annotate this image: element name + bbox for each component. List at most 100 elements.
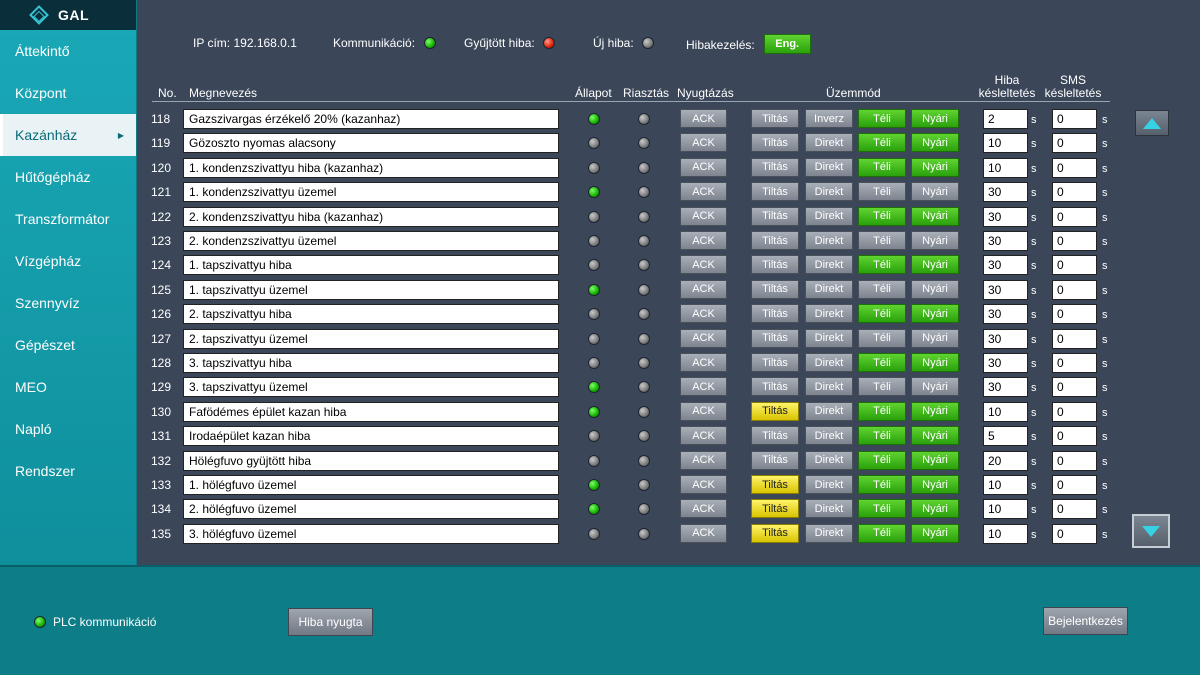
error-delay-field[interactable]: 10 — [983, 157, 1028, 178]
winter-button[interactable]: Téli — [858, 231, 906, 250]
winter-button[interactable]: Téli — [858, 182, 906, 202]
sidebar-item-kazánház[interactable]: Kazánház ▶ — [0, 114, 136, 156]
mode-button[interactable]: Direkt — [805, 304, 853, 324]
sms-delay-field[interactable]: 0 — [1052, 231, 1097, 251]
sms-delay-field[interactable]: 0 — [1052, 401, 1097, 422]
sms-delay-field[interactable]: 0 — [1052, 523, 1097, 544]
error-delay-field[interactable]: 10 — [983, 499, 1028, 520]
error-delay-field[interactable]: 20 — [983, 450, 1028, 471]
summer-button[interactable]: Nyári — [911, 304, 959, 324]
block-button[interactable]: Tiltás — [751, 377, 799, 397]
error-reset-button[interactable]: Hiba nyugta — [288, 608, 373, 636]
error-delay-field[interactable]: 5 — [983, 426, 1028, 447]
mode-button[interactable]: Direkt — [805, 353, 853, 372]
sidebar-item-rendszer[interactable]: Rendszer — [0, 450, 136, 492]
sms-delay-field[interactable]: 0 — [1052, 133, 1097, 154]
summer-button[interactable]: Nyári — [911, 231, 959, 250]
error-delay-field[interactable]: 30 — [983, 377, 1028, 398]
error-delay-field[interactable]: 10 — [983, 523, 1028, 544]
summer-button[interactable]: Nyári — [911, 401, 959, 421]
error-delay-field[interactable]: 30 — [983, 255, 1028, 276]
ack-button[interactable]: ACK — [680, 377, 727, 397]
summer-button[interactable]: Nyári — [911, 133, 959, 153]
mode-button[interactable]: Direkt — [805, 523, 853, 543]
error-delay-field[interactable]: 2 — [983, 109, 1028, 129]
block-button[interactable]: Tiltás — [751, 499, 799, 519]
summer-button[interactable]: Nyári — [911, 377, 959, 397]
sidebar-item-gépészet[interactable]: Gépészet — [0, 324, 136, 366]
error-delay-field[interactable]: 10 — [983, 133, 1028, 154]
block-button[interactable]: Tiltás — [751, 255, 799, 275]
ack-button[interactable]: ACK — [680, 475, 727, 494]
summer-button[interactable]: Nyári — [911, 499, 959, 519]
sms-delay-field[interactable]: 0 — [1052, 353, 1097, 373]
winter-button[interactable]: Téli — [858, 523, 906, 543]
ack-button[interactable]: ACK — [680, 133, 727, 153]
sidebar-item-meo[interactable]: MEO — [0, 366, 136, 408]
summer-button[interactable]: Nyári — [911, 450, 959, 470]
ack-button[interactable]: ACK — [680, 499, 727, 519]
winter-button[interactable]: Téli — [858, 206, 906, 226]
winter-button[interactable]: Téli — [858, 328, 906, 348]
scroll-down-button[interactable] — [1132, 514, 1170, 548]
ack-button[interactable]: ACK — [680, 109, 727, 128]
summer-button[interactable]: Nyári — [911, 426, 959, 446]
block-button[interactable]: Tiltás — [751, 475, 799, 494]
error-delay-field[interactable]: 30 — [983, 231, 1028, 251]
summer-button[interactable]: Nyári — [911, 157, 959, 177]
sidebar-item-szennyvíz[interactable]: Szennyvíz — [0, 282, 136, 324]
mode-button[interactable]: Direkt — [805, 206, 853, 226]
ack-button[interactable]: ACK — [680, 401, 727, 421]
mode-button[interactable]: Inverz — [805, 109, 853, 128]
sms-delay-field[interactable]: 0 — [1052, 182, 1097, 203]
sms-delay-field[interactable]: 0 — [1052, 304, 1097, 325]
block-button[interactable]: Tiltás — [751, 328, 799, 348]
sidebar-item-transzformátor[interactable]: Transzformátor — [0, 198, 136, 240]
winter-button[interactable]: Téli — [858, 426, 906, 446]
sms-delay-field[interactable]: 0 — [1052, 377, 1097, 398]
error-delay-field[interactable]: 30 — [983, 182, 1028, 203]
winter-button[interactable]: Téli — [858, 401, 906, 421]
block-button[interactable]: Tiltás — [751, 206, 799, 226]
summer-button[interactable]: Nyári — [911, 353, 959, 372]
ack-button[interactable]: ACK — [680, 353, 727, 372]
winter-button[interactable]: Téli — [858, 499, 906, 519]
sidebar-item-központ[interactable]: Központ — [0, 72, 136, 114]
mode-button[interactable]: Direkt — [805, 401, 853, 421]
error-delay-field[interactable]: 10 — [983, 401, 1028, 422]
ack-button[interactable]: ACK — [680, 231, 727, 250]
ack-button[interactable]: ACK — [680, 450, 727, 470]
sidebar-item-áttekintő[interactable]: Áttekintő — [0, 30, 136, 72]
block-button[interactable]: Tiltás — [751, 133, 799, 153]
block-button[interactable]: Tiltás — [751, 450, 799, 470]
winter-button[interactable]: Téli — [858, 353, 906, 372]
winter-button[interactable]: Téli — [858, 304, 906, 324]
mode-button[interactable]: Direkt — [805, 426, 853, 446]
summer-button[interactable]: Nyári — [911, 255, 959, 275]
mode-button[interactable]: Direkt — [805, 133, 853, 153]
winter-button[interactable]: Téli — [858, 377, 906, 397]
winter-button[interactable]: Téli — [858, 279, 906, 299]
sms-delay-field[interactable]: 0 — [1052, 328, 1097, 349]
block-button[interactable]: Tiltás — [751, 109, 799, 128]
mode-button[interactable]: Direkt — [805, 328, 853, 348]
ack-button[interactable]: ACK — [680, 255, 727, 275]
ack-button[interactable]: ACK — [680, 426, 727, 446]
block-button[interactable]: Tiltás — [751, 157, 799, 177]
mode-button[interactable]: Direkt — [805, 231, 853, 250]
winter-button[interactable]: Téli — [858, 109, 906, 128]
block-button[interactable]: Tiltás — [751, 279, 799, 299]
mode-button[interactable]: Direkt — [805, 279, 853, 299]
mode-button[interactable]: Direkt — [805, 450, 853, 470]
block-button[interactable]: Tiltás — [751, 401, 799, 421]
block-button[interactable]: Tiltás — [751, 182, 799, 202]
error-delay-field[interactable]: 30 — [983, 279, 1028, 300]
error-delay-field[interactable]: 30 — [983, 206, 1028, 227]
summer-button[interactable]: Nyári — [911, 279, 959, 299]
sidebar-item-vízgépház[interactable]: Vízgépház — [0, 240, 136, 282]
error-delay-field[interactable]: 30 — [983, 304, 1028, 325]
error-delay-field[interactable]: 30 — [983, 353, 1028, 373]
mode-button[interactable]: Direkt — [805, 255, 853, 275]
ack-button[interactable]: ACK — [680, 328, 727, 348]
block-button[interactable]: Tiltás — [751, 353, 799, 372]
